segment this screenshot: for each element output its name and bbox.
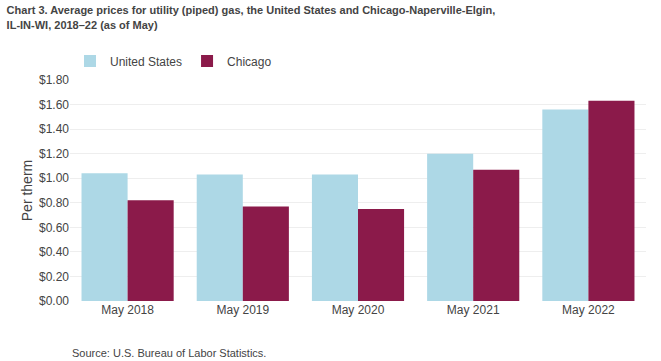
svg-text:$1.80: $1.80 (39, 73, 69, 87)
svg-text:$0.40: $0.40 (39, 245, 69, 259)
svg-text:$0.60: $0.60 (39, 221, 69, 235)
svg-text:May 2018: May 2018 (101, 303, 154, 317)
svg-text:May 2020: May 2020 (332, 303, 385, 317)
svg-text:Chart 3. Average prices for ut: Chart 3. Average prices for utility (pip… (7, 4, 496, 30)
svg-text:May 2021: May 2021 (447, 303, 500, 317)
svg-text:United States: United States (110, 55, 182, 69)
svg-text:$0.00: $0.00 (39, 294, 69, 308)
svg-text:Per therm: Per therm (19, 160, 35, 221)
svg-text:$1.20: $1.20 (39, 147, 69, 161)
svg-text:Chicago: Chicago (227, 55, 271, 69)
svg-text:May 2019: May 2019 (216, 303, 269, 317)
svg-text:$1.40: $1.40 (39, 122, 69, 136)
svg-text:$0.20: $0.20 (39, 270, 69, 284)
svg-text:$0.80: $0.80 (39, 196, 69, 210)
svg-text:Source: U.S. Bureau of Labor S: Source: U.S. Bureau of Labor Statistics. (72, 347, 266, 359)
svg-text:$1.00: $1.00 (39, 171, 69, 185)
svg-text:$1.60: $1.60 (39, 98, 69, 112)
svg-text:May 2022: May 2022 (562, 303, 615, 317)
